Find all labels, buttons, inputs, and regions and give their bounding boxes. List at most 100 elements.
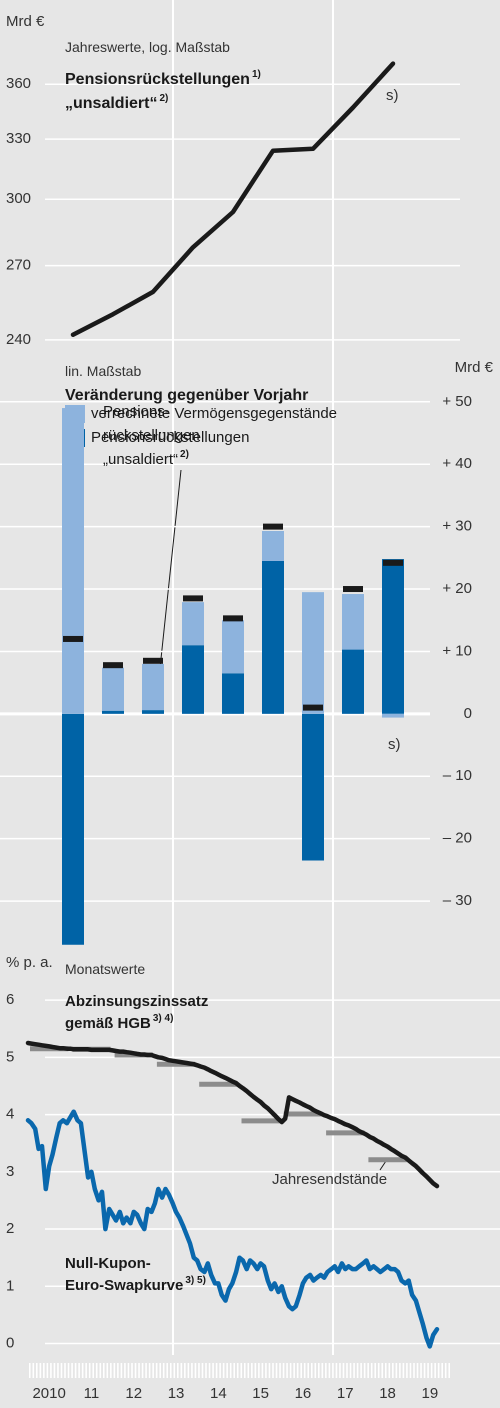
y-tick-label: + 30 xyxy=(442,518,472,535)
chart-title-part: „unsaldiert“ xyxy=(65,95,157,112)
series-label: Abzinsungszinssatz xyxy=(65,993,208,1010)
x-tick-label: 12 xyxy=(125,1385,142,1402)
annotation-label-part: „unsaldiert“ xyxy=(103,451,178,468)
annotation-pointer xyxy=(379,1160,387,1171)
marker xyxy=(343,586,363,593)
annotation-label: Jahresendstände xyxy=(272,1171,387,1188)
series-label-part: Null-Kupon- xyxy=(65,1255,151,1272)
y-tick-label: 330 xyxy=(6,130,31,147)
y-tick-label: 0 xyxy=(6,1335,14,1352)
series-label: gemäß HGB 3) 4) xyxy=(65,1013,173,1032)
y-tick-label: + 10 xyxy=(442,642,472,659)
annotation-part: s) xyxy=(386,87,399,104)
annotation-label-part: 2) xyxy=(180,449,189,460)
bar xyxy=(62,713,84,945)
y-tick-label: 2 xyxy=(6,1220,14,1237)
subtitle: Monatswerte xyxy=(65,961,145,977)
y-tick-label: 240 xyxy=(6,331,31,348)
marker xyxy=(263,523,283,530)
y-tick-label: 0 xyxy=(464,705,472,722)
unit-part: Mrd € xyxy=(6,13,45,30)
y-tick-label: 5 xyxy=(6,1048,14,1065)
unit: Mrd € xyxy=(6,13,45,30)
bar xyxy=(142,710,164,714)
y-tick-label: + 50 xyxy=(442,393,472,410)
x-tick-label: 17 xyxy=(337,1385,354,1402)
chart-title-part: Pensionsrückstellungen xyxy=(65,71,250,88)
bar xyxy=(302,592,324,714)
subtitle-part: lin. Maßstab xyxy=(65,363,141,379)
subtitle-part: Monatswerte xyxy=(65,961,145,977)
annotation-label: Pensions- xyxy=(103,403,170,420)
line xyxy=(70,61,396,337)
annotation-label: „unsaldiert“ 2) xyxy=(103,449,189,468)
bar xyxy=(182,645,204,714)
marker xyxy=(303,704,323,711)
x-tick-label: 19 xyxy=(422,1385,439,1402)
bar xyxy=(382,713,404,718)
bar xyxy=(182,602,204,646)
series-label-part: 3) 4) xyxy=(153,1013,174,1024)
y-tick-label: 6 xyxy=(6,991,14,1008)
marker xyxy=(103,662,123,669)
bar xyxy=(102,710,124,714)
bar xyxy=(62,408,84,714)
bar xyxy=(222,620,244,674)
marker xyxy=(183,595,203,602)
bar xyxy=(342,649,364,714)
y-tick-label: – 20 xyxy=(443,830,472,847)
x-tick-label: 15 xyxy=(252,1385,269,1402)
legend-label-part: Pensionsrückstellungen xyxy=(91,429,249,446)
x-tick-label: 2010 xyxy=(32,1385,65,1402)
subtitle: Jahreswerte, log. Maßstab xyxy=(65,39,230,55)
bar xyxy=(342,594,364,650)
series-label-part: gemäß HGB xyxy=(65,1015,151,1032)
annotation: s) xyxy=(386,87,399,104)
marker xyxy=(223,615,243,622)
annotation-part: s) xyxy=(388,736,401,753)
series-label: Euro-Swapkurve 3) 5) xyxy=(65,1275,206,1294)
y-tick-label: 3 xyxy=(6,1163,14,1180)
y-tick-label: + 20 xyxy=(442,580,472,597)
annotation-label-part: Jahresendstände xyxy=(272,1171,387,1188)
marker xyxy=(63,635,83,642)
x-tick-label: 13 xyxy=(168,1385,185,1402)
bar xyxy=(302,713,324,861)
unit-part: Mrd € xyxy=(455,359,494,376)
line xyxy=(25,1040,440,1189)
line xyxy=(25,1109,440,1349)
chart-title-part: 1) xyxy=(252,69,261,80)
series-label-part: Euro-Swapkurve xyxy=(65,1277,183,1294)
annotation-label-part: Pensions- xyxy=(103,403,170,420)
y-tick-label: 1 xyxy=(6,1277,14,1294)
bar xyxy=(142,663,164,711)
unit: Mrd € xyxy=(455,359,494,376)
bar xyxy=(382,559,404,714)
legend-label: Pensionsrückstellungen xyxy=(91,429,249,446)
annotation-label: rückstellungen xyxy=(103,427,200,444)
subtitle: lin. Maßstab xyxy=(65,363,141,379)
chart-title: Veränderung gegenüber Vorjahr xyxy=(65,387,308,404)
chart-title: Pensionsrückstellungen 1) xyxy=(65,69,261,89)
marker xyxy=(383,559,403,566)
bar xyxy=(102,667,124,711)
y-tick-label: + 40 xyxy=(442,455,472,472)
chart-title: „unsaldiert“ 2) xyxy=(65,93,168,113)
chart-title-part: 2) xyxy=(159,93,168,104)
x-tick-label: 11 xyxy=(84,1385,100,1402)
series-label-part: Abzinsungszinssatz xyxy=(65,993,208,1010)
x-tick-label: 18 xyxy=(379,1385,396,1402)
bar xyxy=(222,673,244,714)
legend-label: verrechnete Vermögensgegenstände xyxy=(91,405,337,422)
bar xyxy=(262,560,284,714)
y-tick-label: 360 xyxy=(6,75,31,92)
y-tick-label: 270 xyxy=(6,257,31,274)
bar xyxy=(262,530,284,561)
series-label-part: 3) 5) xyxy=(185,1275,206,1286)
unit-part: % p. a. xyxy=(6,954,53,971)
legend-label-part: verrechnete Vermögensgegenstände xyxy=(91,405,337,422)
marker xyxy=(143,657,163,664)
chart-title-part: Veränderung gegenüber Vorjahr xyxy=(65,387,308,404)
